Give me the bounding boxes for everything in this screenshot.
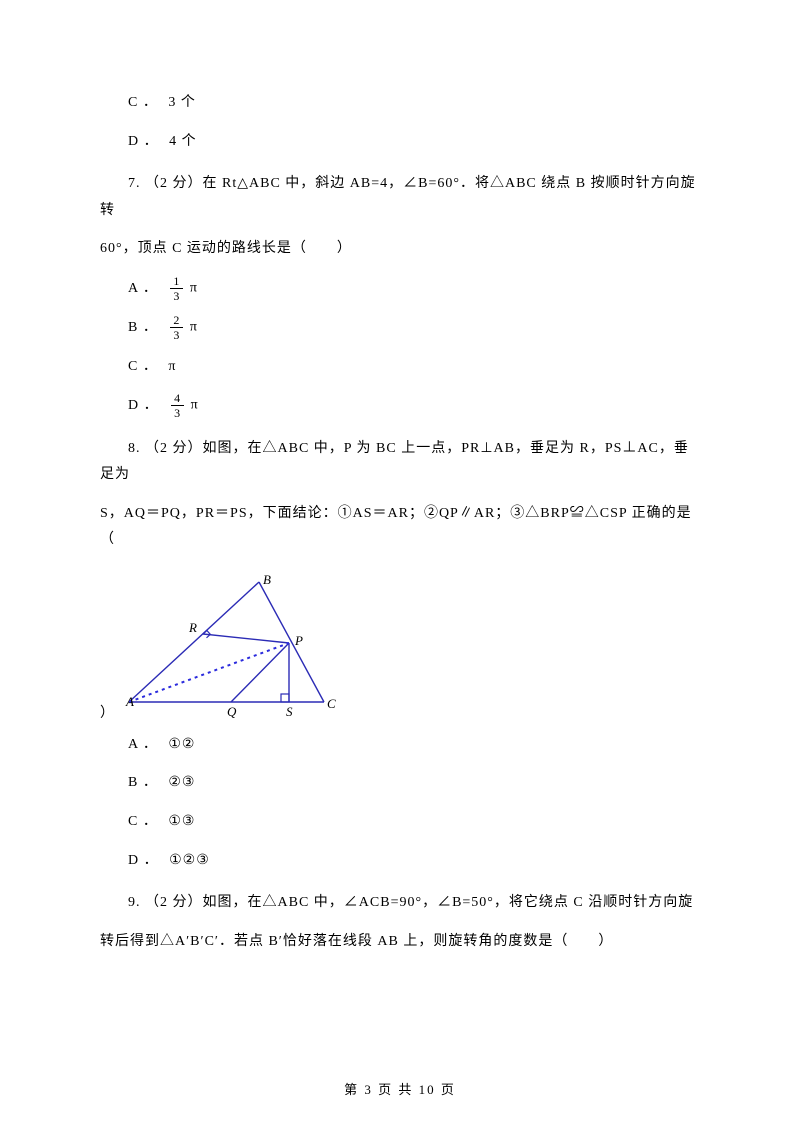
svg-text:S: S — [286, 704, 293, 719]
q6-options: C ． 3 个 D ． 4 个 — [100, 90, 700, 155]
q8-figure: A B C P Q S R — [119, 572, 339, 722]
q8-a-text: ①② — [168, 737, 195, 752]
q8-d-text: ①②③ — [169, 853, 210, 868]
q6-option-d: D ． 4 个 — [128, 129, 700, 156]
q7-option-c: C ． π — [128, 354, 700, 381]
q7-stem-line2: 60°，顶点 C 运动的路线长是（ ） — [100, 236, 700, 263]
q8-b-text: ②③ — [168, 775, 195, 790]
q7-b-suffix: π — [190, 320, 198, 335]
q7-d-den: 3 — [171, 405, 184, 419]
q6-d-label: D ． — [128, 134, 159, 149]
q6-option-c: C ． 3 个 — [128, 90, 700, 117]
q7-option-d: D ． 4 3 π — [128, 392, 700, 419]
q7-b-num: 2 — [170, 314, 183, 327]
q7-option-a: A ． 1 3 π — [128, 275, 700, 302]
q7-d-label: D ． — [128, 398, 159, 413]
q8-option-c: C ． ①③ — [128, 809, 700, 836]
q7-d-fraction: 4 3 — [171, 392, 184, 419]
q6-c-label: C ． — [128, 95, 158, 110]
q7-b-den: 3 — [170, 327, 183, 341]
q8-b-label: B ． — [128, 775, 158, 790]
q9-stem-line1: 9. （2 分）如图，在△ABC 中，∠ACB=90°，∠B=50°，将它绕点 … — [100, 890, 700, 917]
q6-c-text: 3 个 — [168, 95, 196, 110]
svg-text:Q: Q — [227, 704, 237, 719]
q7-d-num: 4 — [171, 392, 184, 405]
svg-text:P: P — [294, 633, 303, 648]
q7-a-fraction: 1 3 — [170, 275, 183, 302]
q7-option-b: B ． 2 3 π — [128, 314, 700, 341]
svg-text:A: A — [125, 694, 134, 709]
q8-triangle-figure: A B C P Q S R — [119, 572, 339, 722]
q7-c-label: C ． — [128, 359, 158, 374]
q8-option-a: A ． ①② — [128, 732, 700, 759]
svg-text:B: B — [263, 572, 271, 587]
q8-option-d: D ． ①②③ — [128, 848, 700, 875]
page: C ． 3 个 D ． 4 个 7. （2 分）在 Rt△ABC 中，斜边 AB… — [0, 0, 800, 1132]
q7-b-fraction: 2 3 — [170, 314, 183, 341]
q7-a-label: A ． — [128, 281, 158, 296]
q7-d-suffix: π — [191, 398, 199, 413]
q7-b-label: B ． — [128, 320, 158, 335]
q8-stem-line2: S，AQ＝PQ，PR＝PS，下面结论：①AS＝AR；②QP∥AR；③△BRP≌△… — [100, 501, 700, 554]
svg-text:R: R — [188, 620, 197, 635]
q7-a-num: 1 — [170, 275, 183, 288]
q8-figure-row: ） A B C P Q S R — [100, 566, 700, 732]
q7-stem-line1: 7. （2 分）在 Rt△ABC 中，斜边 AB=4，∠B=60°．将△ABC … — [100, 171, 700, 224]
q8-d-label: D ． — [128, 853, 159, 868]
page-footer: 第 3 页 共 10 页 — [0, 1079, 800, 1098]
q8-c-label: C ． — [128, 814, 158, 829]
q8-option-b: B ． ②③ — [128, 770, 700, 797]
q7-c-text: π — [168, 359, 176, 374]
q8-close-paren: ） — [100, 701, 115, 728]
q8-a-label: A ． — [128, 737, 158, 752]
q8: 8. （2 分）如图，在△ABC 中，P 为 BC 上一点，PR⊥AB，垂足为 … — [100, 436, 700, 875]
q8-stem-line1: 8. （2 分）如图，在△ABC 中，P 为 BC 上一点，PR⊥AB，垂足为 … — [100, 436, 700, 489]
q7-a-suffix: π — [190, 281, 198, 296]
q8-c-text: ①③ — [168, 814, 195, 829]
q7-a-den: 3 — [170, 288, 183, 302]
q6-d-text: 4 个 — [169, 134, 197, 149]
q9-stem-line2: 转后得到△A′B′C′．若点 B′恰好落在线段 AB 上，则旋转角的度数是（ ） — [100, 929, 700, 956]
svg-text:C: C — [327, 696, 336, 711]
q7: 7. （2 分）在 Rt△ABC 中，斜边 AB=4，∠B=60°．将△ABC … — [100, 171, 700, 419]
q9: 9. （2 分）如图，在△ABC 中，∠ACB=90°，∠B=50°，将它绕点 … — [100, 890, 700, 955]
